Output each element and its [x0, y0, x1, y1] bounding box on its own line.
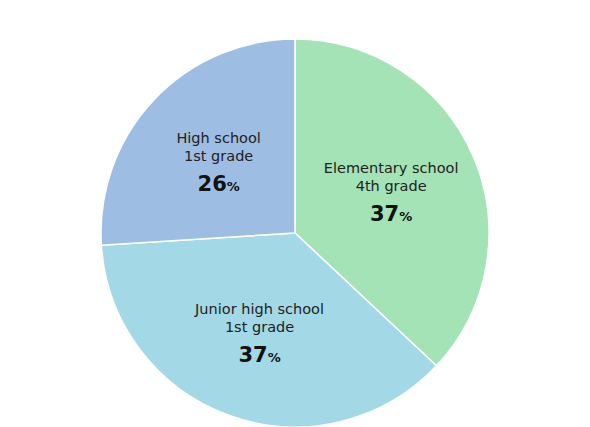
data-label: 37% [370, 202, 412, 226]
slice-label: Elementary school4th grade [324, 160, 459, 194]
data-label: 26% [198, 172, 240, 196]
pie [101, 39, 489, 427]
slice-label: Junior high school1st grade [194, 301, 324, 335]
slice-label: High school1st grade [176, 130, 260, 164]
pie-slice [101, 39, 295, 245]
pie-slice [101, 233, 436, 427]
labels: Elementary school4th grade 37% Junior high… [176, 130, 458, 366]
chart: Elementary school4th grade 37% Junior high… [0, 0, 590, 427]
data-label: 37% [238, 343, 280, 367]
